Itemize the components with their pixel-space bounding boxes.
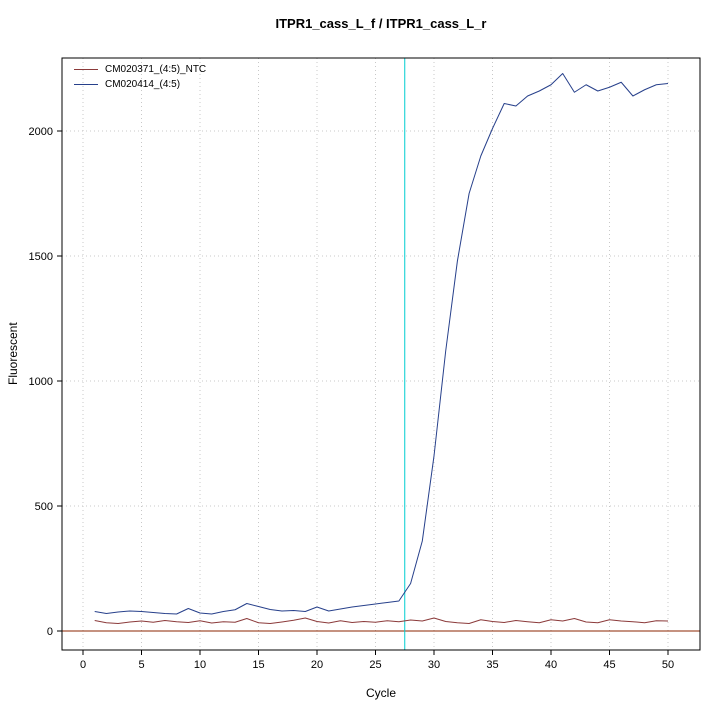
x-tick-label: 50: [662, 659, 674, 671]
y-tick-label: 1000: [29, 376, 53, 388]
series-line-sample: [94, 73, 669, 615]
legend-entry-ntc: CM020371_(4:5)_NTC: [74, 63, 206, 76]
legend-label-ntc: CM020371_(4:5)_NTC: [105, 64, 207, 75]
y-axis-label: Fluorescent: [6, 322, 20, 386]
y-tick-label: 500: [35, 501, 53, 513]
x-tick-label: 15: [252, 659, 264, 671]
plot-border: [61, 57, 701, 651]
legend-label-sample: CM020414_(4:5): [105, 79, 181, 90]
chart-title: ITPR1_cass_L_f / ITPR1_cass_L_r: [275, 16, 487, 31]
sample-line-swatch: [74, 84, 98, 85]
x-tick-label: 35: [486, 659, 498, 671]
legend-entry-sample: CM020414_(4:5): [74, 78, 206, 91]
x-tick-label: 5: [138, 659, 144, 671]
x-tick-label: 20: [311, 659, 323, 671]
x-tick-label: 45: [603, 659, 615, 671]
ntc-line-swatch: [74, 69, 98, 70]
x-axis-label: Cycle: [365, 686, 396, 700]
x-tick-label: 25: [369, 659, 381, 671]
y-tick-label: 0: [47, 626, 53, 638]
y-tick-label: 1500: [29, 251, 53, 263]
legend: CM020371_(4:5)_NTC CM020414_(4:5): [74, 63, 206, 91]
y-tick-label: 2000: [29, 126, 53, 138]
series-line-ntc: [94, 617, 669, 624]
x-tick-label: 30: [428, 659, 440, 671]
x-tick-label: 10: [194, 659, 206, 671]
x-tick-label: 0: [80, 659, 86, 671]
x-tick-label: 40: [545, 659, 557, 671]
